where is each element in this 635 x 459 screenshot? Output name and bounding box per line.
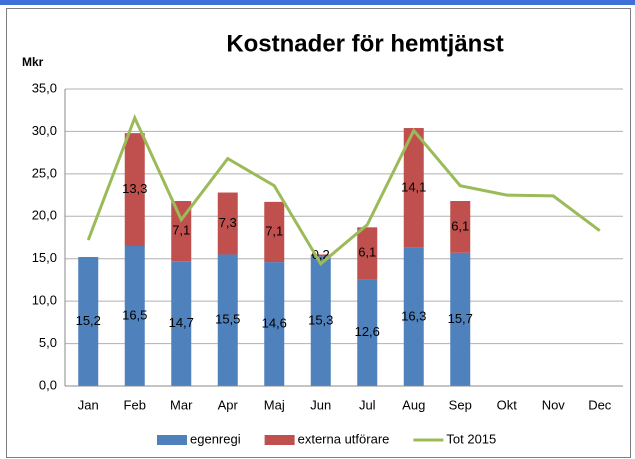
data-label: 16,3 (401, 308, 426, 323)
bar-segment (264, 262, 285, 386)
x-tick-label: Feb (124, 397, 146, 412)
data-label: 7,1 (172, 223, 190, 238)
chart-title: Kostnader för hemtjänst (226, 30, 503, 57)
data-label: 15,5 (215, 312, 240, 327)
line-series (86, 113, 601, 267)
data-label: 15,2 (76, 313, 101, 328)
data-label: 12,6 (355, 324, 380, 339)
bar-segment (403, 247, 424, 386)
bar-segment (357, 227, 378, 280)
x-tick-label: Dec (588, 397, 612, 412)
x-tick-label: Okt (497, 397, 518, 412)
x-tick-label: Mar (170, 397, 193, 412)
x-tick-label: Jul (359, 397, 376, 412)
bar-segment (124, 245, 145, 386)
x-tick-label: Nov (542, 397, 566, 412)
data-label: 14,7 (169, 315, 194, 330)
bar-segment (171, 201, 192, 262)
x-tick-label: Jun (310, 397, 331, 412)
y-tick-label: 15,0 (32, 250, 57, 265)
data-label: 16,5 (122, 307, 147, 322)
data-label: 15,7 (448, 311, 473, 326)
bar-segment (217, 254, 238, 386)
y-tick-label: 0,0 (39, 377, 57, 392)
bar-segment (403, 128, 424, 248)
data-label: 15,3 (308, 313, 333, 328)
x-tick-label: Jan (78, 397, 99, 412)
data-label: 7,3 (219, 215, 237, 230)
bar-segment (310, 254, 331, 257)
bar-segment (264, 201, 285, 263)
y-tick-label: 30,0 (32, 123, 57, 138)
legend-swatch (157, 435, 187, 445)
data-label: 6,1 (358, 245, 376, 260)
data-label: 14,1 (401, 179, 426, 194)
bar-segment (357, 279, 378, 386)
legend-label: egenregi (190, 431, 241, 446)
x-tick-label: Sep (449, 397, 472, 412)
legend-label: Tot 2015 (446, 431, 496, 446)
bar-segment (450, 252, 471, 386)
data-label: 6,1 (451, 218, 469, 233)
chart-frame (6, 8, 631, 458)
bar-segment (124, 133, 145, 246)
y-axis-label: Mkr (22, 55, 44, 69)
x-tick-label: Apr (218, 397, 239, 412)
x-tick-label: Aug (402, 397, 425, 412)
bar-segment (78, 257, 99, 386)
bar-segment (310, 256, 331, 386)
data-label: 7,1 (265, 223, 283, 238)
x-tick-label: Maj (264, 397, 285, 412)
bar-segment (217, 192, 238, 255)
y-tick-label: 5,0 (39, 335, 57, 350)
y-tick-label: 35,0 (32, 80, 57, 95)
top-strip (0, 0, 635, 5)
data-label: 13,3 (122, 181, 147, 196)
bar-segment (450, 201, 471, 253)
y-tick-label: 20,0 (32, 208, 57, 223)
data-label: 14,6 (262, 315, 287, 330)
y-tick-label: 25,0 (32, 165, 57, 180)
bar-segment (171, 261, 192, 386)
y-tick-label: 10,0 (32, 293, 57, 308)
legend-swatch (264, 435, 295, 445)
legend-label: externa utförare (298, 431, 390, 446)
